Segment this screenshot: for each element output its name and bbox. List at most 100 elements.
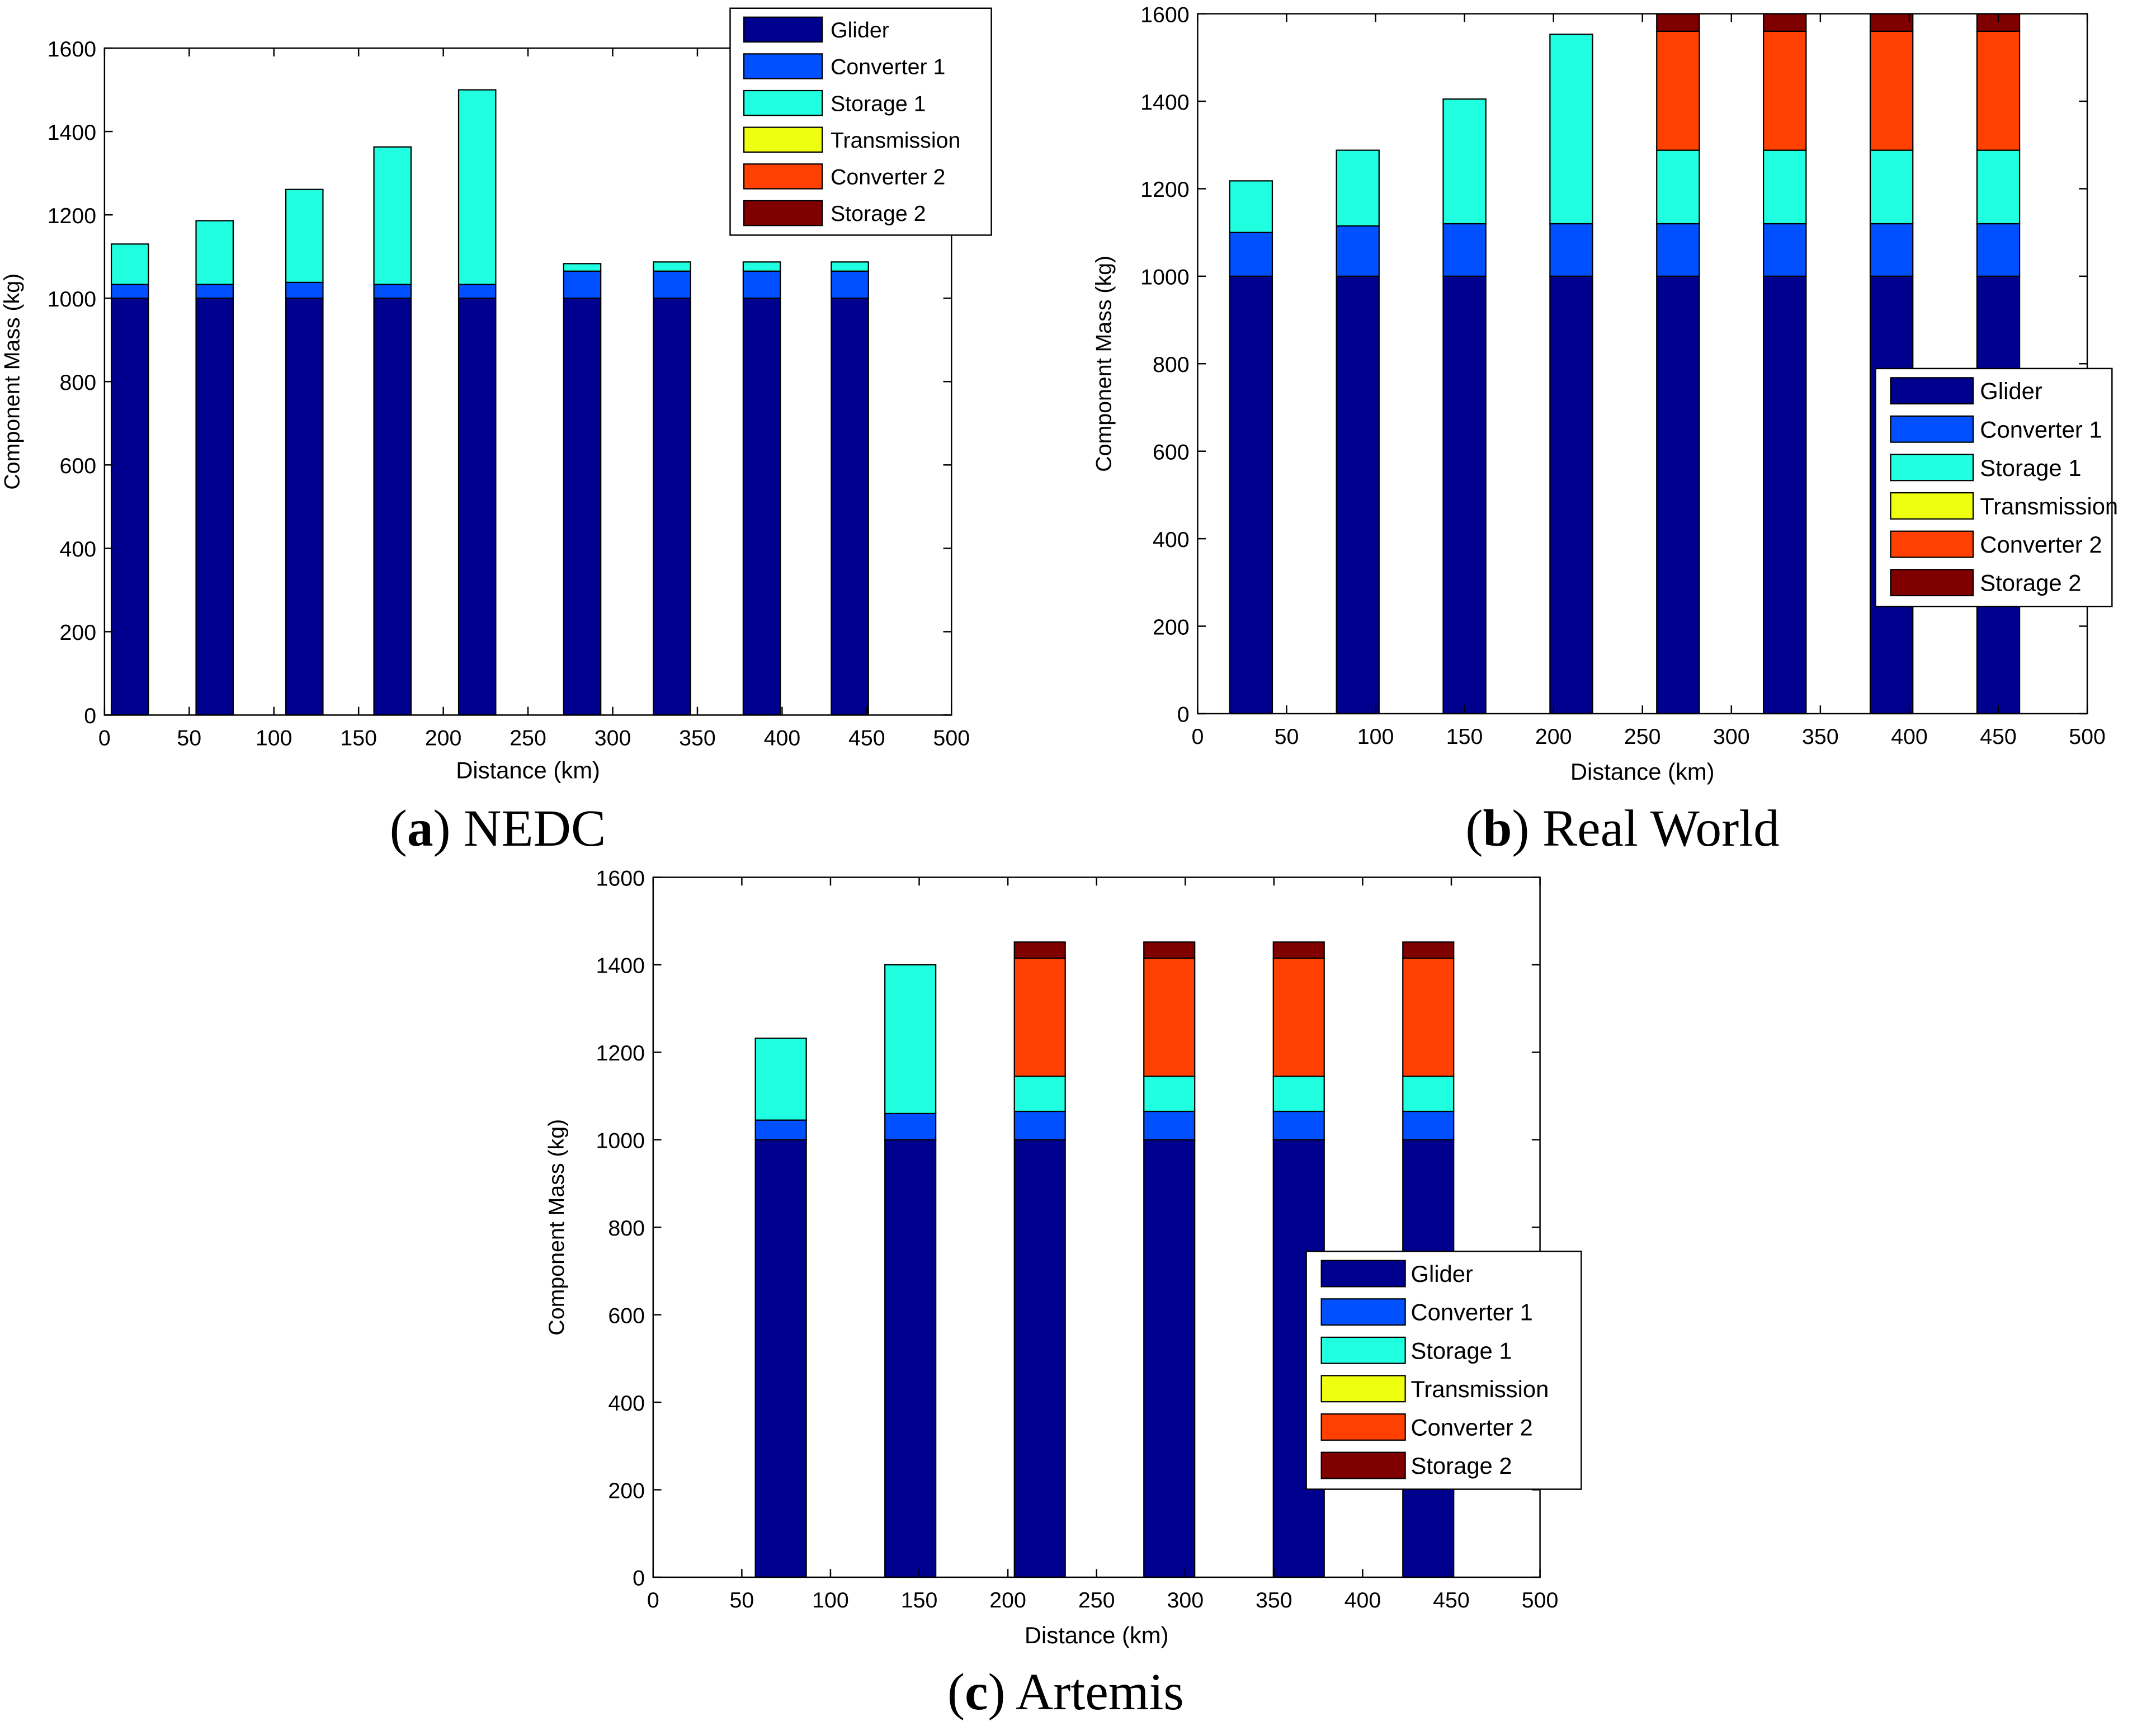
bar-segment-converter-1 (1976, 223, 2021, 277)
x-axis-label: Distance (km) (1025, 1622, 1169, 1648)
bar-segment-storage-1 (1869, 149, 1914, 225)
y-tick-label: 0 (1177, 702, 1190, 727)
legend-label: Storage 1 (1410, 1337, 1512, 1364)
bar-segment-glider (1229, 275, 1273, 715)
bar-segment-storage-2 (1013, 941, 1066, 959)
y-tick-label: 1000 (596, 1129, 645, 1153)
x-tick-label: 250 (1624, 724, 1661, 749)
bar-segment-converter-2 (1763, 30, 1807, 151)
bar-segment-storage-1 (884, 964, 937, 1115)
bar-segment-converter-2 (1656, 30, 1700, 151)
y-tick-label: 1400 (48, 120, 97, 145)
bar-segment-converter-1 (754, 1119, 807, 1140)
x-tick-label: 100 (812, 1588, 849, 1612)
x-tick-label: 400 (764, 726, 801, 751)
x-tick-label: 500 (1522, 1588, 1559, 1612)
legend-label: Glider (1410, 1261, 1473, 1287)
bar-segment-glider (1656, 275, 1700, 715)
legend-label: Converter 2 (1980, 531, 2102, 558)
x-tick-label: 450 (1980, 724, 2017, 749)
x-tick-label: 300 (1167, 1588, 1204, 1612)
y-axis-label: Component Mass (kg) (0, 274, 24, 490)
x-tick-label: 200 (425, 726, 462, 751)
legend-swatch (1320, 1336, 1406, 1364)
y-tick-label: 1200 (596, 1041, 645, 1065)
bar-segment-storage-1 (1336, 149, 1380, 227)
legend-swatch (1890, 569, 1974, 597)
bar-segment-glider (1549, 275, 1593, 715)
bar-segment-glider (1013, 1139, 1066, 1578)
x-tick-label: 0 (647, 1588, 659, 1612)
y-tick-label: 0 (633, 1566, 645, 1591)
bar-segment-glider (195, 298, 234, 716)
bar-segment-converter-2 (1976, 30, 2021, 151)
y-tick-label: 0 (84, 704, 96, 728)
y-tick-label: 200 (1153, 615, 1190, 639)
legend-swatch (1320, 1413, 1406, 1441)
y-tick-label: 1200 (1140, 177, 1190, 202)
legend-swatch (1320, 1298, 1406, 1326)
legend-label: Transmission (831, 128, 960, 153)
bar-segment-converter-1 (563, 270, 602, 299)
bar-segment-storage-2 (1976, 13, 2021, 32)
bar-segment-storage-1 (831, 261, 869, 272)
legend: Glider Converter 1 Storage 1 Transmission Co… (1305, 1251, 1582, 1490)
bar-segment-storage-1 (195, 220, 234, 285)
y-axis-label: Component Mass (kg) (544, 1119, 569, 1336)
legend-label: Glider (831, 18, 889, 43)
plot-area (1197, 13, 2088, 714)
bar-segment-glider (1143, 1139, 1196, 1578)
legend-swatch (743, 16, 823, 43)
y-tick-label: 1600 (596, 866, 645, 890)
bar-segment-converter-2 (1272, 958, 1325, 1077)
bar-segment-converter-1 (831, 270, 869, 299)
x-tick-label: 100 (1357, 724, 1394, 749)
bar-segment-glider (884, 1139, 937, 1578)
bar-segment-glider (1336, 275, 1380, 715)
bar-segment-storage-1 (754, 1038, 807, 1121)
bar-segment-converter-1 (1272, 1110, 1325, 1140)
legend-label: Transmission (1980, 493, 2118, 520)
bar-segment-glider (457, 298, 497, 716)
bar-segment-storage-2 (1402, 941, 1455, 959)
bar-segment-storage-1 (742, 261, 781, 272)
x-tick-label: 450 (848, 726, 885, 751)
bar-segment-converter-1 (1143, 1110, 1196, 1140)
bar-segment-storage-2 (1143, 941, 1196, 959)
bar-segment-storage-2 (1869, 13, 1914, 32)
y-tick-label: 1200 (48, 204, 97, 228)
bar-segment-storage-1 (1013, 1076, 1066, 1112)
bar-segment-converter-1 (1869, 223, 1914, 277)
x-tick-label: 300 (595, 726, 631, 751)
bar-segment-storage-1 (1272, 1076, 1325, 1112)
bar-segment-converter-1 (457, 284, 497, 299)
x-tick-label: 200 (989, 1588, 1026, 1612)
y-tick-label: 400 (1153, 527, 1190, 552)
bar-segment-storage-1 (1143, 1076, 1196, 1112)
bar-segment-converter-2 (1013, 958, 1066, 1077)
y-tick-label: 1400 (596, 954, 645, 978)
x-tick-label: 350 (1256, 1588, 1292, 1612)
bar-segment-storage-1 (285, 188, 324, 283)
legend: Glider Converter 1 Storage 1 Transmission Co… (729, 7, 992, 236)
bar-segment-converter-1 (1013, 1110, 1066, 1140)
panel-caption: (b) Real World (1465, 800, 1780, 857)
bar-segment-converter-1 (1336, 225, 1380, 277)
x-tick-label: 150 (1446, 724, 1483, 749)
bar-segment-storage-1 (1442, 98, 1487, 225)
bar-segment-storage-1 (1402, 1076, 1455, 1112)
legend-swatch (1890, 415, 1974, 443)
x-tick-label: 300 (1713, 724, 1750, 749)
bar-segment-storage-1 (457, 89, 497, 285)
legend-box (1875, 367, 2113, 607)
bar-segment-storage-1 (1656, 149, 1700, 225)
x-tick-label: 350 (1802, 724, 1839, 749)
y-tick-label: 1600 (1140, 2, 1190, 27)
bar-segment-storage-1 (110, 243, 149, 285)
x-tick-label: 250 (509, 726, 546, 751)
legend-label: Storage 2 (1410, 1453, 1512, 1479)
bar-segment-converter-1 (1656, 223, 1700, 277)
legend-label: Storage 2 (1980, 570, 2081, 596)
legend-swatch (1320, 1375, 1406, 1403)
